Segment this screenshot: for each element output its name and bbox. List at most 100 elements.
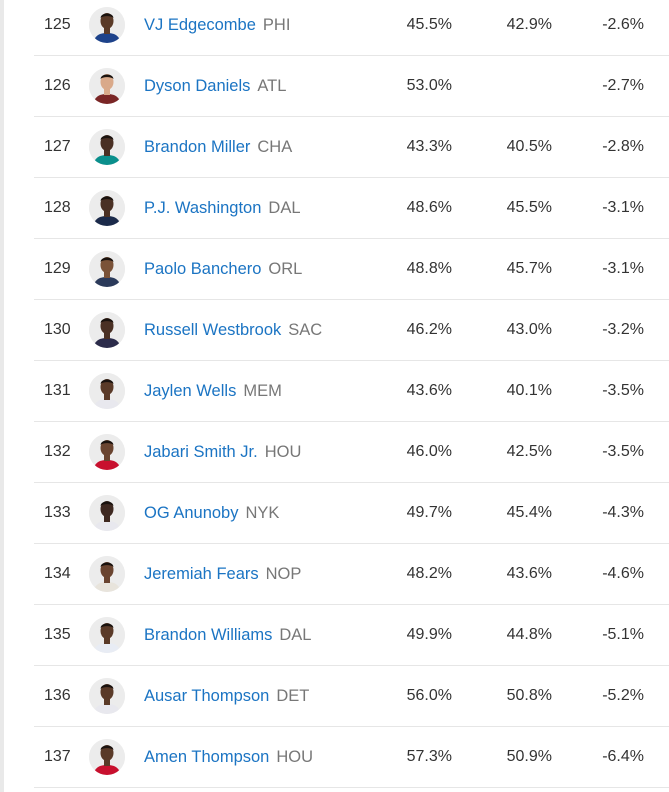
player-headshot[interactable]: [89, 556, 125, 592]
player-name-link[interactable]: OG Anunoby: [144, 504, 239, 522]
stat-column-1: 48.6%: [406, 199, 452, 216]
player-cell: VJ Edgecombe PHI: [144, 0, 290, 55]
team-abbr: NOP: [265, 565, 302, 583]
player-headshot[interactable]: [89, 7, 125, 43]
player-name-link[interactable]: Dyson Daniels: [144, 77, 251, 95]
stat-column-2: 42.5%: [506, 443, 552, 460]
player-name-link[interactable]: Jaylen Wells: [144, 382, 237, 400]
stat-column-1: 43.6%: [406, 382, 452, 399]
team-abbr: MEM: [243, 382, 282, 400]
rank-cell: 129: [44, 260, 71, 277]
player-cell: Brandon Williams DAL: [144, 605, 311, 665]
rank-cell: 132: [44, 443, 71, 460]
player-headshot[interactable]: [89, 678, 125, 714]
player-cell: Dyson Daniels ATL: [144, 56, 286, 116]
player-headshot[interactable]: [89, 251, 125, 287]
player-name-link[interactable]: Brandon Williams: [144, 626, 273, 644]
table-row: 134 Jeremiah Fears NOP 48.2% 43.6% -4.6%: [34, 544, 669, 605]
player-headshot[interactable]: [89, 129, 125, 165]
rank-cell: 136: [44, 687, 71, 704]
stat-column-2: 45.5%: [506, 199, 552, 216]
table-row: 128 P.J. Washington DAL 48.6% 45.5% -3.1%: [34, 178, 669, 239]
stat-column-3: -4.6%: [602, 565, 644, 582]
player-name-link[interactable]: VJ Edgecombe: [144, 16, 256, 34]
rank-cell: 130: [44, 321, 71, 338]
stat-column-3: -3.1%: [602, 260, 644, 277]
headshot-icon: [89, 434, 125, 470]
table-row: 127 Brandon Miller CHA 43.3% 40.5% -2.8%: [34, 117, 669, 178]
player-name-link[interactable]: Brandon Miller: [144, 138, 251, 156]
stat-column-1: 49.9%: [406, 626, 452, 643]
player-name-link[interactable]: P.J. Washington: [144, 199, 262, 217]
table-row: 135 Brandon Williams DAL 49.9% 44.8% -5.1…: [34, 605, 669, 666]
player-headshot[interactable]: [89, 617, 125, 653]
table-row: 131 Jaylen Wells MEM 43.6% 40.1% -3.5%: [34, 361, 669, 422]
stat-column-1: 48.2%: [406, 565, 452, 582]
player-name-link[interactable]: Amen Thompson: [144, 748, 270, 766]
team-abbr: DAL: [268, 199, 301, 217]
headshot-icon: [89, 190, 125, 226]
rank-cell: 133: [44, 504, 71, 521]
rank-cell: 127: [44, 138, 71, 155]
stat-column-1: 56.0%: [406, 687, 452, 704]
stat-column-3: -2.7%: [602, 77, 644, 94]
headshot-icon: [89, 7, 125, 43]
rank-cell: 131: [44, 382, 71, 399]
stat-column-1: 46.2%: [406, 321, 452, 338]
player-name-link[interactable]: Paolo Banchero: [144, 260, 262, 278]
headshot-icon: [89, 129, 125, 165]
headshot-icon: [89, 617, 125, 653]
player-name-link[interactable]: Jeremiah Fears: [144, 565, 259, 583]
headshot-icon: [89, 556, 125, 592]
headshot-icon: [89, 251, 125, 287]
stat-column-2: 44.8%: [506, 626, 552, 643]
player-name-link[interactable]: Jabari Smith Jr.: [144, 443, 258, 461]
stat-column-3: -3.1%: [602, 199, 644, 216]
team-abbr: SAC: [288, 321, 323, 339]
team-abbr: ORL: [268, 260, 303, 278]
team-abbr: PHI: [262, 16, 291, 34]
team-abbr: NYK: [245, 504, 280, 522]
player-headshot[interactable]: [89, 312, 125, 348]
table-row: 129 Paolo Banchero ORL 48.8% 45.7% -3.1%: [34, 239, 669, 300]
stat-column-2: 50.9%: [506, 748, 552, 765]
stat-column-3: -5.2%: [602, 687, 644, 704]
headshot-icon: [89, 312, 125, 348]
player-cell: Brandon Miller CHA: [144, 117, 292, 177]
table-row: 137 Amen Thompson HOU 57.3% 50.9% -6.4%: [34, 727, 669, 788]
player-name-link[interactable]: Ausar Thompson: [144, 687, 270, 705]
table-row: 132 Jabari Smith Jr. HOU 46.0% 42.5% -3.5…: [34, 422, 669, 483]
headshot-icon: [89, 495, 125, 531]
player-cell: Amen Thompson HOU: [144, 727, 313, 787]
player-cell: Russell Westbrook SAC: [144, 300, 322, 360]
stat-column-2: 40.1%: [506, 382, 552, 399]
stat-column-2: 43.6%: [506, 565, 552, 582]
table-row: 126 Dyson Daniels ATL 53.0% -2.7%: [34, 56, 669, 117]
player-headshot[interactable]: [89, 68, 125, 104]
stat-column-2: 40.5%: [506, 138, 552, 155]
player-headshot[interactable]: [89, 495, 125, 531]
stat-column-1: 53.0%: [406, 77, 452, 94]
player-cell: Jaylen Wells MEM: [144, 361, 282, 421]
left-border: [0, 0, 4, 792]
stat-column-2: 43.0%: [506, 321, 552, 338]
player-headshot[interactable]: [89, 373, 125, 409]
player-cell: Paolo Banchero ORL: [144, 239, 302, 299]
team-abbr: CHA: [257, 138, 293, 156]
headshot-icon: [89, 739, 125, 775]
stat-column-3: -3.5%: [602, 382, 644, 399]
player-headshot[interactable]: [89, 434, 125, 470]
player-cell: OG Anunoby NYK: [144, 483, 279, 543]
rank-cell: 126: [44, 77, 71, 94]
stat-column-2: 42.9%: [506, 16, 552, 33]
stat-column-1: 43.3%: [406, 138, 452, 155]
table-row: 136 Ausar Thompson DET 56.0% 50.8% -5.2%: [34, 666, 669, 727]
stat-column-1: 48.8%: [406, 260, 452, 277]
stat-column-3: -2.6%: [602, 16, 644, 33]
rank-cell: 134: [44, 565, 71, 582]
player-name-link[interactable]: Russell Westbrook: [144, 321, 282, 339]
stat-column-3: -3.2%: [602, 321, 644, 338]
player-table: 125 VJ Edgecombe PHI 45.5% 42.9% -2.6% 12…: [34, 0, 669, 788]
player-headshot[interactable]: [89, 739, 125, 775]
player-headshot[interactable]: [89, 190, 125, 226]
